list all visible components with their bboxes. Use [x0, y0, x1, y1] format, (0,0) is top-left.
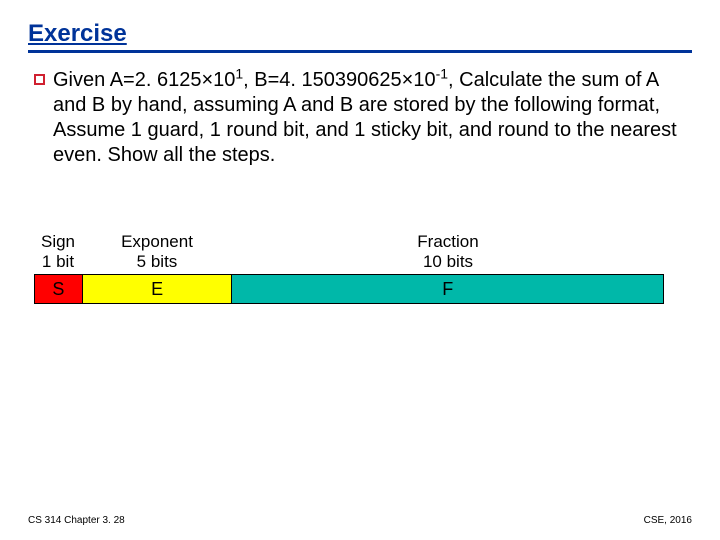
body: Given A=2. 6125×101, B=4. 150390625×10-1… — [34, 68, 688, 168]
field-label-fraction: Fraction10 bits — [232, 232, 664, 271]
footer-right: CSE, 2016 — [644, 515, 692, 526]
field-box-sign: S — [35, 275, 83, 303]
field-label-sign: Sign1 bit — [34, 232, 82, 271]
square-bullet-icon — [34, 74, 45, 85]
title-rule: Exercise — [28, 20, 692, 53]
format-field-boxes: SEF — [34, 274, 664, 304]
footer-left: CS 314 Chapter 3. 28 — [28, 515, 125, 526]
bullet-item: Given A=2. 6125×101, B=4. 150390625×10-1… — [34, 68, 688, 168]
field-box-fraction: F — [232, 275, 663, 303]
field-box-exponent: E — [83, 275, 233, 303]
field-label-exponent: Exponent5 bits — [82, 232, 232, 271]
slide-title: Exercise — [28, 20, 127, 50]
problem-text: Given A=2. 6125×101, B=4. 150390625×10-1… — [53, 68, 688, 168]
format-field-labels: Sign1 bitExponent5 bitsFraction10 bits — [34, 232, 664, 271]
